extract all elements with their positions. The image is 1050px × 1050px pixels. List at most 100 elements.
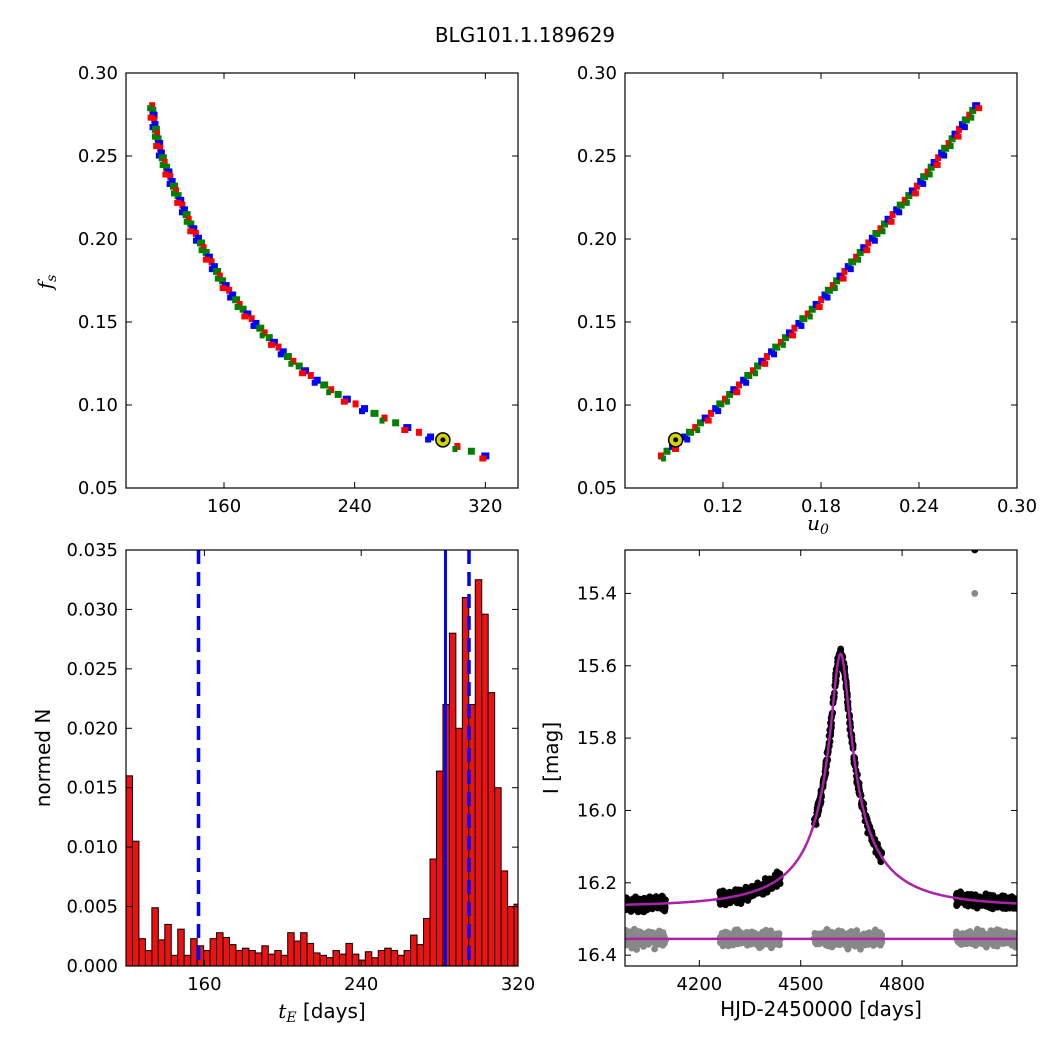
x-axis-label: tE [days] — [278, 999, 365, 1026]
photometry-point — [636, 895, 644, 903]
chain-sample — [848, 258, 857, 266]
chain-sample — [685, 428, 694, 436]
y-tick-label: 0.05 — [577, 478, 617, 499]
histogram-bar — [131, 840, 140, 967]
histogram-bar — [332, 950, 340, 967]
chain-sample — [452, 445, 458, 452]
histogram-bar — [397, 954, 405, 967]
chain-sample — [151, 116, 158, 124]
chain-sample — [167, 173, 174, 181]
histogram-bar — [507, 906, 515, 967]
chain-sample — [920, 173, 929, 181]
histogram-bar — [377, 950, 386, 967]
histogram-bar — [481, 613, 489, 967]
panel-top-right: 0.12 0.18 0.24 0.30 0.05 0.10 0.15 0.20 0.25 0.30… — [577, 63, 1037, 538]
residual-point — [957, 931, 965, 938]
chain-sample — [954, 133, 962, 140]
chain-sample — [183, 218, 189, 225]
residual-point — [772, 930, 780, 938]
residual-point — [651, 945, 658, 953]
chain-sample — [847, 266, 854, 273]
chain-sample — [839, 275, 847, 282]
chain-sample — [927, 163, 935, 171]
histogram-bar — [338, 953, 347, 967]
chain-sample — [208, 258, 215, 266]
chain-sample — [359, 408, 366, 415]
chain-sample — [696, 419, 704, 427]
chain-sample — [192, 237, 199, 244]
histogram-bar — [177, 928, 185, 967]
axes-frame — [125, 72, 519, 489]
panel-bottom-left: 160 240 320 0.000 0.005 0.010 0.015 0.020 0.025 0… — [31, 540, 535, 1026]
chain-sample — [772, 343, 781, 351]
chain-sample — [192, 229, 199, 237]
x-axis-label: HJD-2450000 [days] — [720, 997, 922, 1021]
y-tick-label: 0.15 — [78, 312, 118, 333]
chain-sample — [295, 362, 303, 370]
chain-sample — [198, 247, 204, 254]
plot-area — [625, 550, 1017, 953]
histogram-bar — [345, 942, 353, 967]
histogram-bar — [287, 932, 295, 967]
histogram-bar — [209, 938, 218, 967]
y-tick-label: 15.4 — [577, 583, 617, 604]
chain-sample — [415, 428, 422, 436]
photometry-point — [640, 908, 648, 916]
chain-sample — [151, 133, 157, 140]
x-tick-label: 0.30 — [997, 496, 1037, 517]
chain-sample — [880, 228, 886, 235]
x-tick-label: 0.18 — [801, 496, 841, 517]
chain-sample — [911, 190, 919, 197]
residual-point — [1000, 931, 1008, 939]
photometry-point — [1009, 903, 1017, 911]
chain-sample — [149, 106, 157, 114]
residual-point — [725, 931, 732, 939]
histogram-bar — [306, 942, 315, 967]
chain-sample — [744, 371, 753, 379]
chain-sample — [159, 161, 165, 168]
chain-sample — [467, 447, 475, 455]
chain-sample — [896, 209, 903, 216]
chain-sample — [219, 277, 227, 285]
chain-sample — [724, 398, 730, 405]
chain-sample — [202, 256, 210, 263]
histogram-bar — [448, 632, 457, 967]
chain-sample — [780, 341, 786, 348]
chain-sample — [239, 305, 247, 313]
chain-sample — [202, 248, 210, 256]
figure-title: BLG101.1.189629 — [435, 23, 615, 47]
chain-sample — [154, 135, 162, 143]
y-tick-label: 0.025 — [66, 659, 118, 680]
chain-sample — [904, 199, 910, 206]
chain-sample — [157, 144, 164, 152]
histogram-bar — [183, 954, 192, 967]
x-axis-label-main: t — [278, 999, 287, 1023]
y-tick-label: 0.30 — [78, 63, 118, 84]
x-tick-label: 320 — [501, 974, 535, 995]
histogram-bar — [293, 940, 302, 967]
chain-sample — [955, 125, 962, 133]
chain-sample — [174, 192, 182, 200]
chain-sample — [887, 218, 895, 225]
chain-sample — [277, 351, 284, 358]
chain-sample — [227, 294, 234, 301]
y-tick-label: 0.010 — [66, 837, 118, 858]
photometry-point — [646, 893, 654, 901]
y-tick-label: 16.4 — [577, 945, 617, 966]
axes-frame — [624, 549, 1018, 967]
histogram-bar — [241, 947, 250, 967]
y-axis-label: normed N — [31, 709, 55, 808]
y-tick-label: 16.2 — [577, 873, 617, 894]
x-axis-label-sub: E — [285, 1010, 296, 1026]
chain-sample — [695, 427, 701, 434]
outlier-point — [971, 550, 979, 554]
x-axis-label-sub: 0 — [820, 522, 829, 538]
histogram-bar — [248, 950, 256, 967]
chain-sample — [920, 180, 927, 187]
residual-point — [645, 928, 653, 936]
chain-sample — [401, 427, 409, 434]
y-tick-label: 0.10 — [78, 395, 118, 416]
chain-sample — [684, 436, 691, 443]
histogram-bar — [151, 907, 159, 967]
